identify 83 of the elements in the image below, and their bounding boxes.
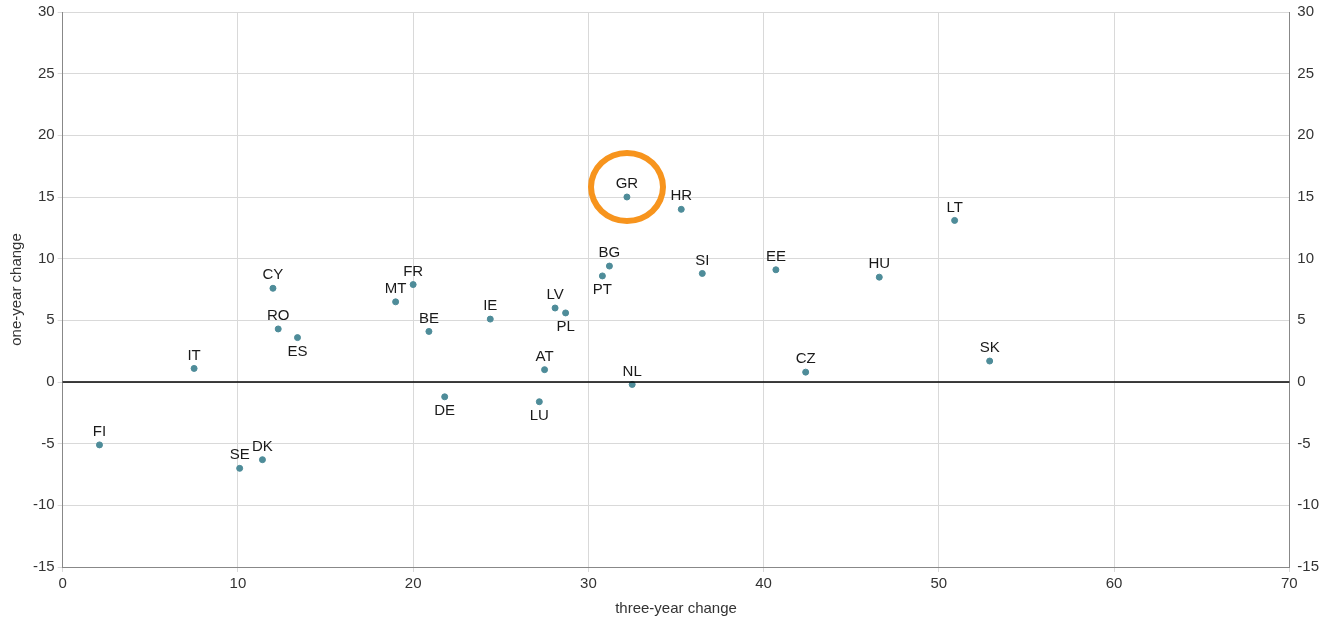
point (698, 269, 706, 277)
y-tick-label: 5 (46, 310, 55, 328)
point (269, 284, 277, 292)
annotation: DE (434, 400, 456, 418)
point (535, 398, 543, 406)
point (772, 266, 780, 274)
x-tick-label: 0 (58, 574, 67, 592)
annotation: SE (229, 445, 250, 463)
y-tick-label: 25 (37, 63, 55, 81)
annotation: GR (615, 174, 639, 192)
point (541, 366, 549, 374)
annotation: BG (598, 243, 621, 261)
point (258, 456, 266, 464)
x-axis-title: three-year change (615, 599, 737, 617)
point (605, 262, 613, 270)
y2-tick-label: 25 (1297, 63, 1315, 81)
y2-tick-label: -15 (1297, 557, 1320, 575)
annotation: SK (979, 338, 1000, 356)
annotation: CZ (795, 349, 816, 367)
x-tick-label: 40 (755, 574, 772, 592)
x-tick-label: 50 (930, 574, 948, 592)
point (562, 309, 570, 317)
point (409, 281, 417, 289)
y-tick-label: -15 (32, 557, 55, 575)
y-tick-label: -5 (41, 433, 55, 451)
annotation: IE (483, 296, 498, 314)
annotation: EE (765, 246, 786, 264)
annotation: FR (403, 261, 424, 279)
point (677, 205, 685, 213)
annotation: PL (556, 317, 575, 335)
y-axis-title: one-year change (7, 233, 25, 346)
annotation: NL (622, 361, 642, 379)
annotation: DK (252, 436, 273, 454)
point (95, 441, 103, 449)
annotation: ES (287, 341, 308, 359)
annotation: BE (418, 308, 439, 326)
annotation: AT (535, 346, 554, 364)
y2-tick-label: 5 (1297, 310, 1306, 328)
point (392, 298, 400, 306)
y-tick-label: 20 (37, 125, 55, 143)
point (274, 325, 282, 333)
point (293, 334, 301, 342)
annotation: PT (592, 280, 612, 298)
annotation: HR (670, 186, 693, 204)
point (623, 193, 631, 201)
x-tick-label: 70 (1280, 574, 1298, 592)
y2-tick-label: -10 (1297, 495, 1320, 513)
x-tick-label: 20 (404, 574, 422, 592)
x-tick-label: 10 (229, 574, 247, 592)
point (986, 357, 994, 365)
point (875, 273, 883, 281)
y-tick-label: 30 (37, 2, 55, 20)
x-tick-label: 60 (1105, 574, 1123, 592)
point (441, 393, 449, 401)
annotation: LU (529, 405, 549, 423)
annotation: SI (695, 250, 710, 268)
point (190, 364, 198, 372)
y2-tick-label: 15 (1297, 187, 1315, 205)
annotation: CY (262, 265, 284, 283)
annotation: RO (266, 306, 290, 324)
annotation: IT (187, 345, 201, 363)
y2-tick-label: 20 (1297, 125, 1315, 143)
point (551, 304, 559, 312)
point (236, 464, 244, 472)
y2-tick-label: -5 (1297, 433, 1311, 451)
x-tick-label: 30 (580, 574, 597, 592)
annotation: FI (92, 422, 107, 440)
y-tick-label: 10 (37, 248, 55, 266)
y2-tick-label: 10 (1297, 248, 1315, 266)
annotation: LT (946, 197, 963, 215)
y2-tick-label: 0 (1297, 372, 1306, 390)
point (425, 327, 433, 335)
y2-tick-label: 30 (1297, 2, 1315, 20)
point (486, 315, 494, 323)
y-tick-label: 0 (46, 372, 55, 390)
annotation: HU (868, 254, 891, 272)
point (598, 272, 606, 280)
point (802, 368, 810, 376)
point (951, 216, 959, 224)
annotation: MT (384, 278, 407, 296)
annotation: LV (546, 285, 564, 303)
y-tick-label: 15 (37, 187, 55, 205)
y-tick-label: -10 (32, 495, 55, 513)
